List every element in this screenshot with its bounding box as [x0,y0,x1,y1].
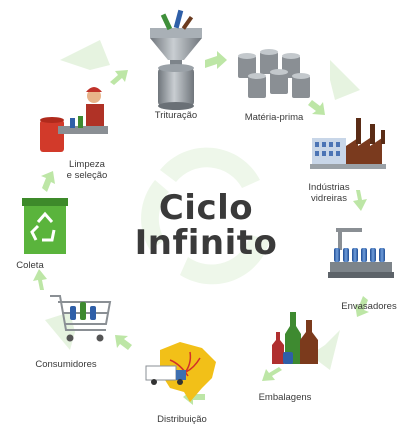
step-label-materia-prima: Matéria-prima [244,112,304,123]
arrow-icon [262,367,282,381]
arrow-icon [110,70,128,85]
recycle-bin-icon [22,198,68,254]
brazil-map-truck-icon [145,342,216,402]
recycle-background-icon [45,40,360,370]
barrels-icon [238,49,310,98]
arrow-icon [205,51,227,69]
arrow-icon [355,296,369,317]
worker-sorting-icon [40,87,108,152]
diagram-title-line1: Ciclo [158,188,254,228]
bottles-icon [272,312,318,364]
step-label-trituracao: Trituração [154,110,198,121]
diagram-title-line2: Infinito [134,223,278,263]
arrow-icon [41,171,55,192]
crusher-icon [150,9,202,110]
cycle-arrows [33,51,369,405]
cart-bottles [70,302,96,320]
step-label-limpeza-selecao: Limpeza e seleção [56,159,118,181]
step-label-limpeza-line1: Limpeza [69,159,105,170]
step-label-industrias-line2: vidreiras [311,193,347,204]
bottling-line-icon [328,228,394,278]
arrow-icon [353,190,367,211]
step-label-distribuicao: Distribuição [157,414,207,425]
step-label-embalagens: Embalagens [258,392,312,403]
arrow-icon [308,100,325,115]
arrow-icon [115,335,132,350]
step-label-consumidores: Consumidores [35,359,97,370]
factory-icon [310,118,386,169]
step-label-limpeza-line2: e seleção [66,170,108,181]
step-label-coleta: Coleta [16,260,44,271]
step-label-envasadores: Envasadores [341,301,397,312]
arrow-icon [33,269,47,290]
step-label-industrias-vidreiras: Indústrias vidreiras [294,182,364,204]
step-label-industrias-line1: Indústrias [308,182,350,193]
